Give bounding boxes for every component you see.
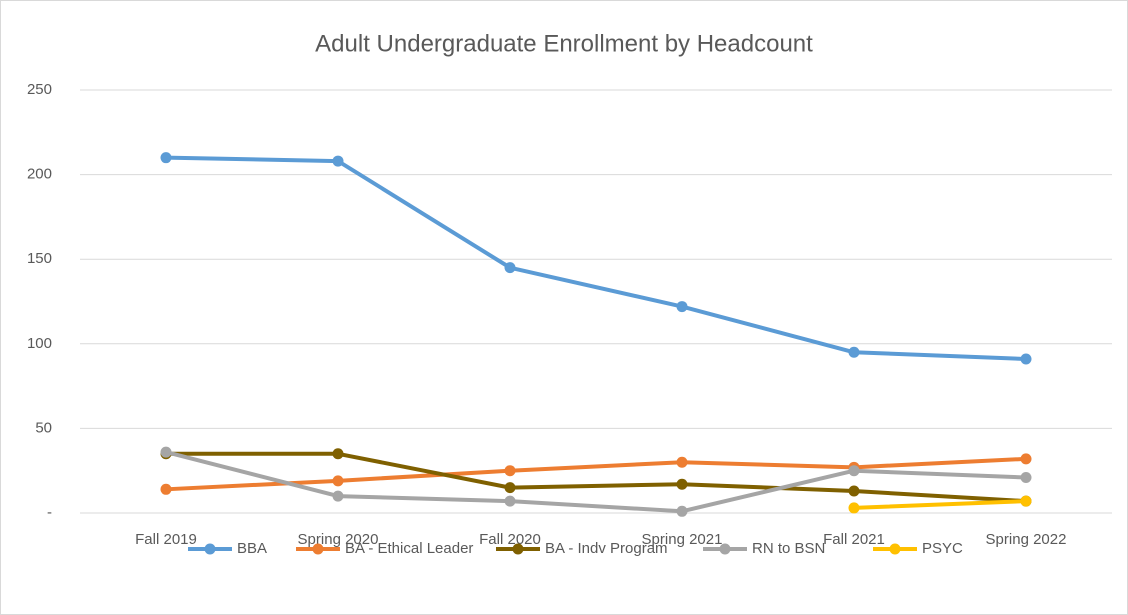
data-point <box>1020 495 1032 507</box>
y-tick-label: 100 <box>27 335 52 352</box>
legend-marker <box>889 543 901 555</box>
legend-label: BA - Ethical Leader <box>345 540 473 557</box>
data-point <box>1020 471 1032 483</box>
x-tick-label: Fall 2021 <box>823 531 885 548</box>
data-point <box>160 446 172 458</box>
data-point <box>848 465 860 477</box>
x-tick-label: Fall 2019 <box>135 531 197 548</box>
data-point <box>332 475 344 487</box>
data-point <box>1020 353 1032 365</box>
legend-label: BA - Indv Program <box>545 540 668 557</box>
data-point <box>676 505 688 517</box>
series-line <box>164 456 1028 492</box>
x-tick-label: Spring 2022 <box>986 531 1067 548</box>
data-point <box>504 495 516 507</box>
legend-marker <box>204 543 216 555</box>
data-point <box>504 262 516 274</box>
legend-marker <box>512 543 524 555</box>
series-line <box>164 451 1028 504</box>
data-point <box>332 448 344 460</box>
data-point <box>160 152 172 164</box>
y-tick-label: 200 <box>27 166 52 183</box>
chart-title: Adult Undergraduate Enrollment by Headco… <box>315 30 813 57</box>
series-line <box>164 450 1028 514</box>
x-tick-label: Fall 2020 <box>479 531 541 548</box>
data-point <box>848 346 860 358</box>
data-point <box>848 485 860 497</box>
x-tick-label: Spring 2021 <box>642 531 723 548</box>
y-tick-label: 150 <box>27 250 52 267</box>
legend-marker <box>312 543 324 555</box>
legend-label: PSYC <box>922 540 963 557</box>
series-line <box>852 499 1028 510</box>
y-tick-label: 50 <box>35 419 52 436</box>
y-tick-label: - <box>47 504 52 521</box>
data-point <box>676 301 688 313</box>
data-point <box>504 482 516 494</box>
series-line <box>164 155 1028 362</box>
data-point <box>676 478 688 490</box>
legend-marker <box>719 543 731 555</box>
data-point <box>332 155 344 167</box>
data-point <box>1020 453 1032 465</box>
legend-label: RN to BSN <box>752 540 825 557</box>
data-point <box>504 465 516 477</box>
legend-label: BBA <box>237 540 267 557</box>
data-point <box>332 490 344 502</box>
data-point <box>676 456 688 468</box>
data-point <box>848 502 860 514</box>
y-tick-label: 250 <box>27 81 52 98</box>
data-point <box>160 483 172 495</box>
